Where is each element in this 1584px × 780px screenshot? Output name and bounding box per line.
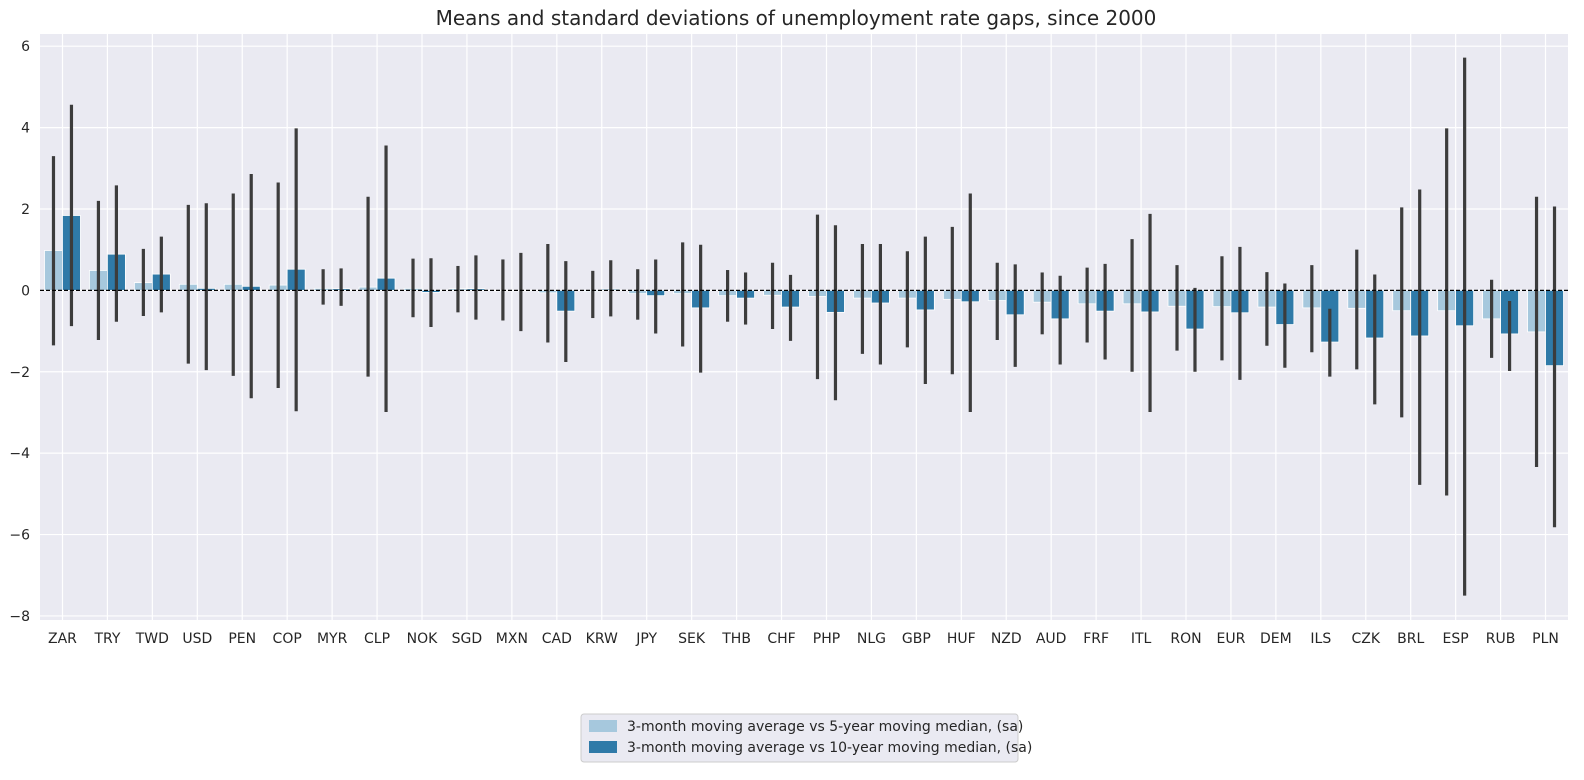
- y-tick-label: −2: [9, 365, 30, 381]
- legend-label-5y: 3-month moving average vs 5-year moving …: [627, 719, 1023, 735]
- x-tick-label: CAD: [542, 631, 572, 647]
- error-bars: [51, 57, 1557, 596]
- legend-frame: [580, 713, 1019, 763]
- x-tick-label: ILS: [1310, 631, 1331, 647]
- x-tick-label: KRW: [586, 631, 618, 647]
- y-tick-label: 0: [21, 283, 30, 299]
- y-tick-label: −6: [9, 528, 30, 544]
- x-tick-label: CZK: [1351, 631, 1380, 647]
- x-axis-ticks: ZAR TRY TWD USD PEN COP MYR CLP NOK SGD MXN CAD KRW J…: [48, 631, 1559, 647]
- x-tick-label: AUD: [1036, 631, 1067, 647]
- x-tick-label: NOK: [407, 631, 438, 647]
- x-tick-label: THB: [721, 631, 751, 647]
- x-tick-label: RUB: [1486, 631, 1516, 647]
- x-tick-label: PHP: [813, 631, 840, 647]
- x-tick-label: SGD: [452, 631, 483, 647]
- x-tick-label: COP: [273, 631, 302, 647]
- x-tick-label: PEN: [228, 631, 256, 647]
- x-gridlines: [61, 34, 1547, 620]
- y-tick-label: −4: [9, 446, 30, 462]
- x-tick-label: FRF: [1083, 631, 1109, 647]
- x-tick-label: PLN: [1532, 631, 1559, 647]
- legend-swatch-10y: [589, 741, 617, 753]
- x-tick-label: GBP: [902, 631, 931, 647]
- x-tick-label: HUF: [947, 631, 976, 647]
- x-tick-label: ESP: [1443, 631, 1469, 647]
- x-tick-label: USD: [182, 631, 212, 647]
- x-tick-label: DEM: [1260, 631, 1292, 647]
- legend-label-10y: 3-month moving average vs 10-year moving…: [627, 740, 1032, 756]
- y-tick-label: 6: [21, 39, 30, 55]
- x-tick-label: ITL: [1131, 631, 1152, 647]
- x-tick-label: BRL: [1397, 631, 1424, 647]
- x-tick-label: NLG: [857, 631, 886, 647]
- x-tick-label: RON: [1170, 631, 1201, 647]
- y-tick-label: 4: [21, 121, 30, 137]
- y-axis-ticks: −8 −6 −4 −2 0 2 4 6: [9, 39, 30, 625]
- chart-title: Means and standard deviations of unemplo…: [436, 6, 1157, 30]
- x-tick-label: MXN: [496, 631, 528, 647]
- y-tick-label: 2: [21, 202, 30, 218]
- x-tick-label: ZAR: [48, 631, 77, 647]
- x-tick-label: CLP: [364, 631, 390, 647]
- legend: 3-month moving average vs 5-year moving …: [580, 713, 1032, 763]
- x-tick-label: TWD: [135, 631, 169, 647]
- x-tick-label: NZD: [991, 631, 1022, 647]
- x-tick-label: MYR: [317, 631, 348, 647]
- x-tick-label: CHF: [767, 631, 795, 647]
- x-tick-label: SEK: [678, 631, 706, 647]
- x-tick-label: TRY: [93, 631, 120, 647]
- x-tick-label: JPY: [635, 631, 657, 647]
- y-tick-label: −8: [9, 609, 30, 625]
- x-tick-label: EUR: [1217, 631, 1246, 647]
- legend-swatch-5y: [589, 720, 617, 732]
